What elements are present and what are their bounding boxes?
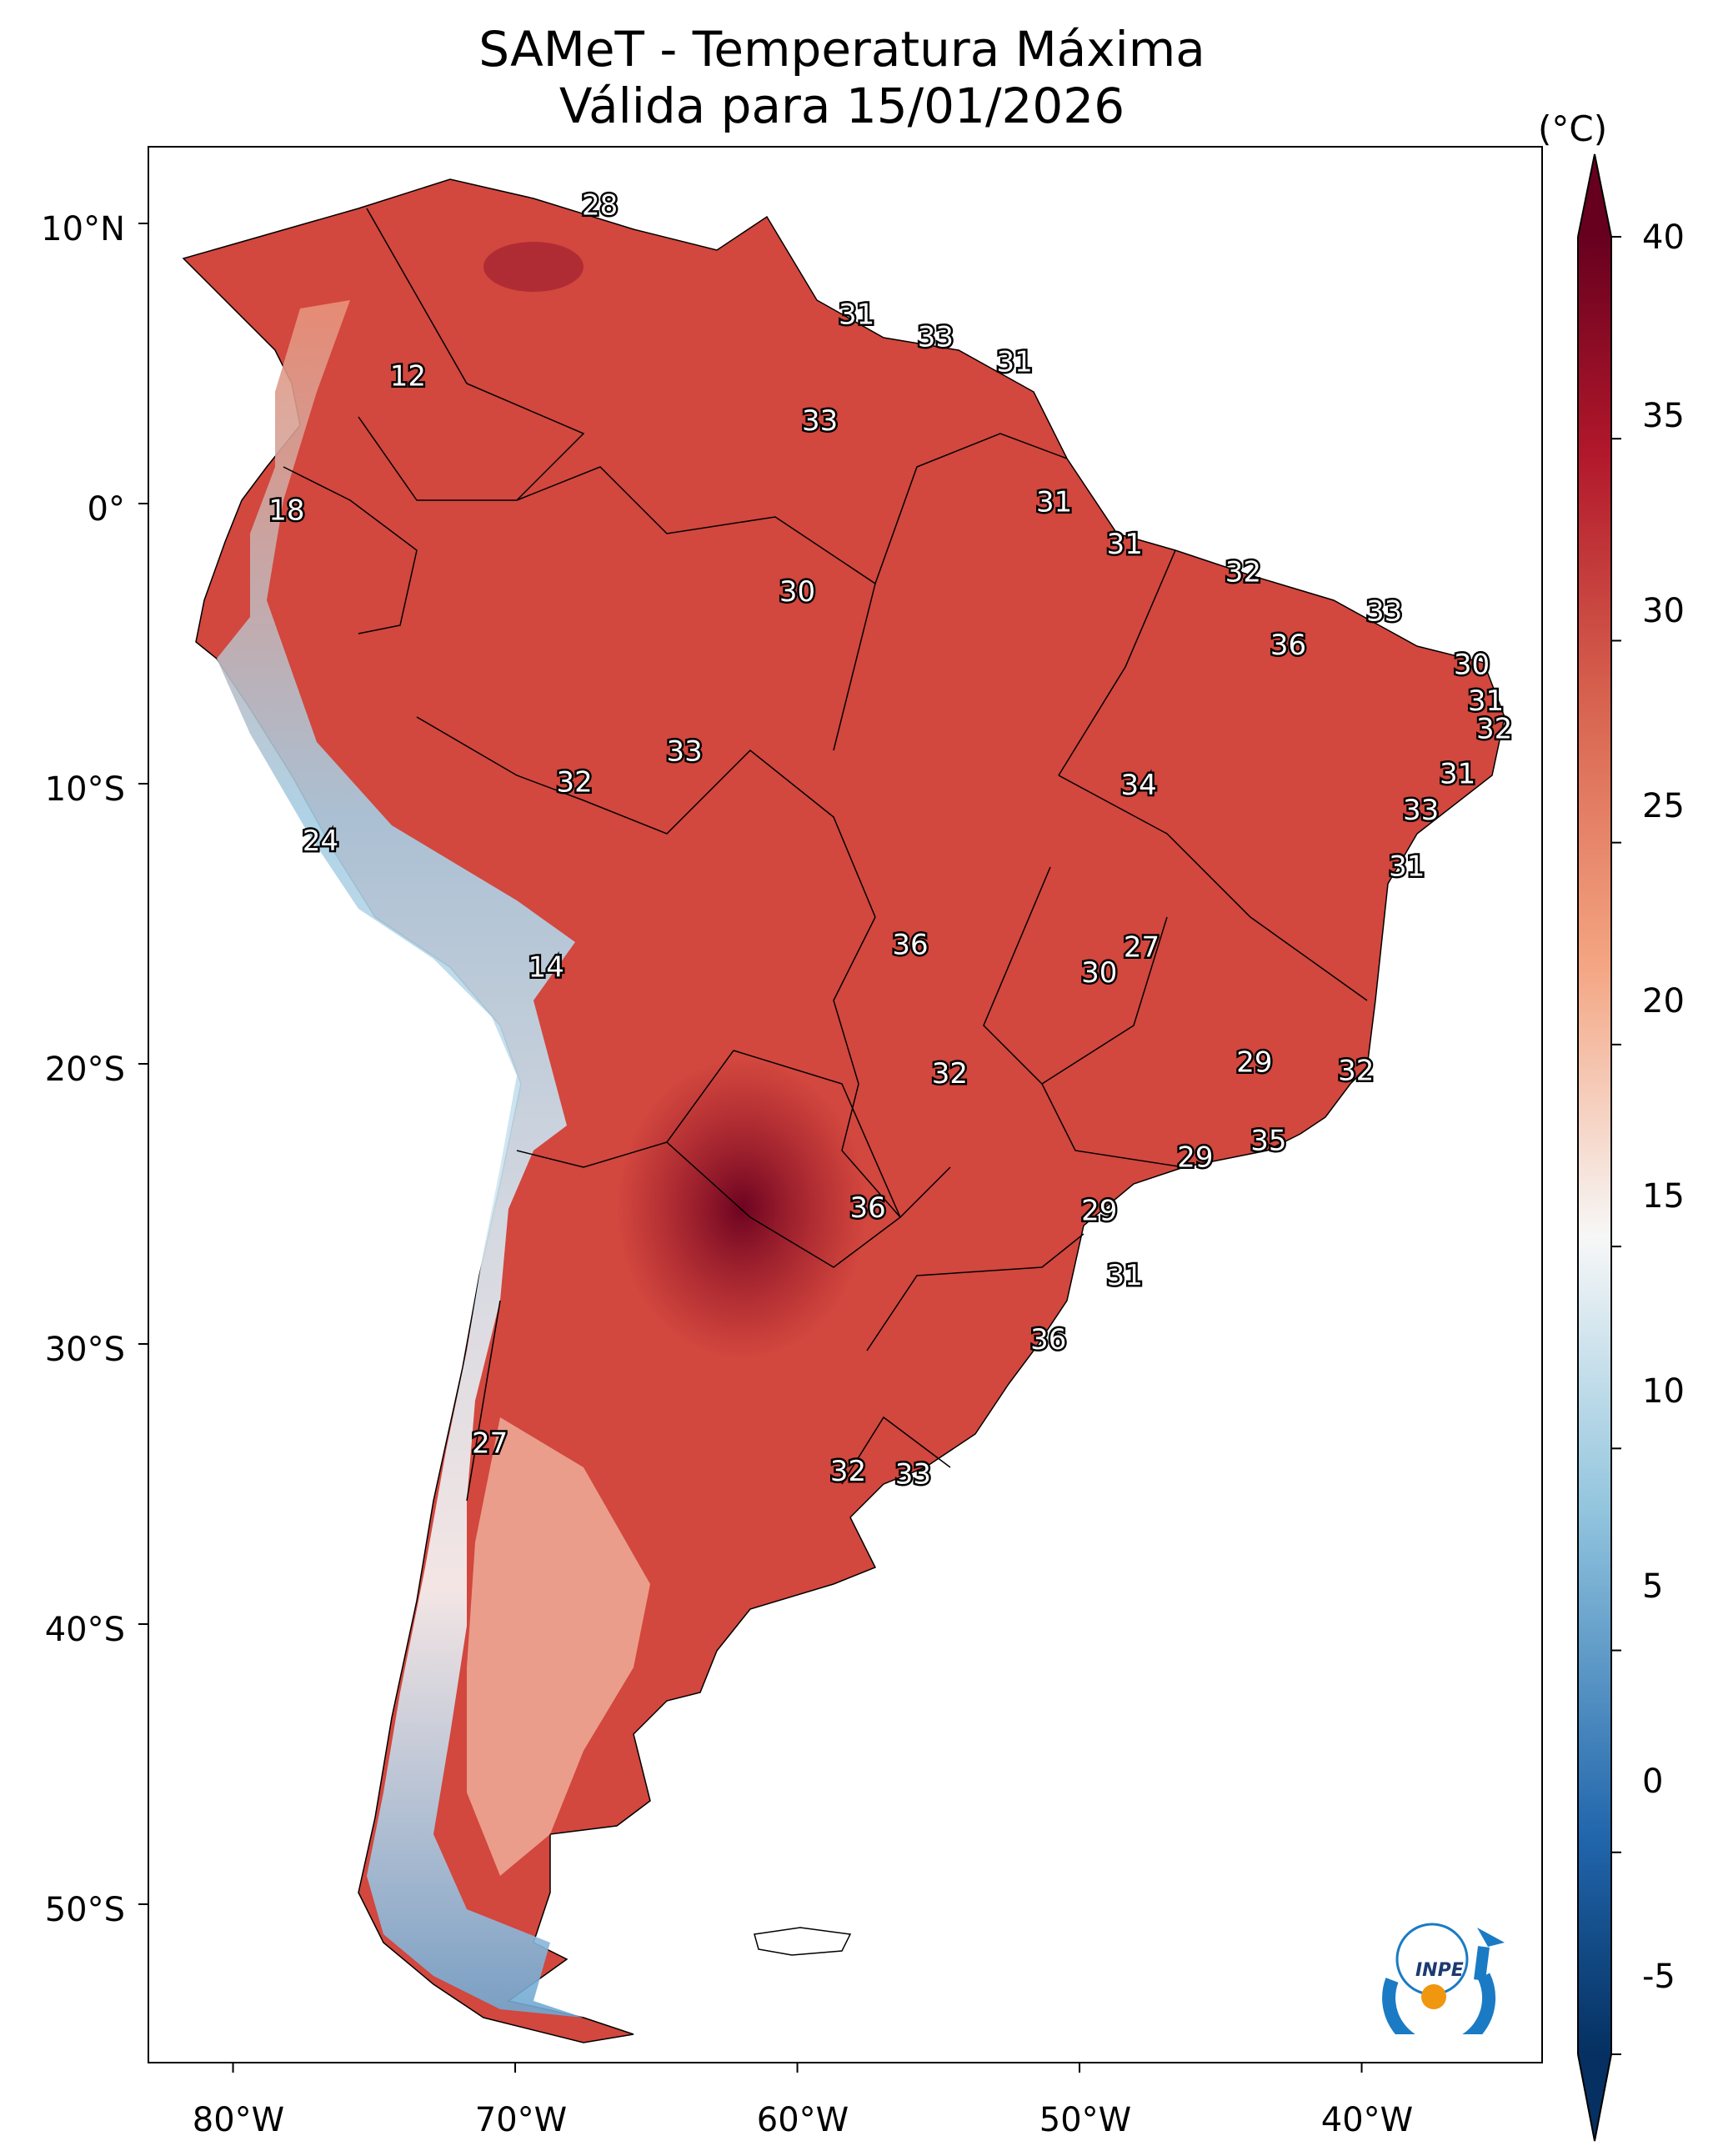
temperature-label: 36 <box>1030 1323 1066 1356</box>
temperature-label: 29 <box>1177 1141 1213 1175</box>
temperature-label: 31 <box>1107 528 1143 561</box>
temperature-label: 33 <box>802 404 838 438</box>
temperature-label: 33 <box>667 735 703 769</box>
temperature-label: 30 <box>1454 648 1490 681</box>
axis-tick-marks <box>138 223 1621 2073</box>
temperature-label: 32 <box>1338 1055 1374 1088</box>
temperature-label: 33 <box>1366 595 1402 629</box>
temperature-label: 31 <box>1468 684 1504 718</box>
temperature-label: 33 <box>918 320 954 353</box>
temperature-label: 31 <box>1036 486 1072 519</box>
colorbar-tick-minus5: -5 <box>1642 1958 1675 1996</box>
country-borders <box>283 208 1368 1502</box>
northern-hotspot <box>483 242 584 292</box>
temperature-label: 36 <box>850 1191 886 1225</box>
temperature-label: 34 <box>1121 769 1157 802</box>
temperature-label: 31 <box>839 298 874 331</box>
svg-text:INPE: INPE <box>1415 1960 1464 1981</box>
lon-label-70w: 70°W <box>474 2101 568 2139</box>
temperature-label: 32 <box>1225 556 1261 589</box>
temperature-label: 33 <box>895 1457 931 1491</box>
colorbar-unit: (°C) <box>1538 108 1608 149</box>
temperature-label: 30 <box>779 575 815 609</box>
temperature-label: 24 <box>303 825 338 858</box>
temperature-label: 36 <box>1270 629 1306 662</box>
temperature-label: 31 <box>1389 850 1425 883</box>
falkland-islands <box>754 1927 852 1956</box>
colorbar-tick-35: 35 <box>1642 397 1685 435</box>
colorbar-tick-25: 25 <box>1642 787 1685 825</box>
andes-cold-band <box>217 300 584 2018</box>
lat-label-0: 0° <box>87 490 125 529</box>
temperature-label: 32 <box>932 1057 968 1091</box>
temperature-label: 31 <box>997 346 1033 379</box>
temperature-label: 14 <box>528 950 564 984</box>
lon-label-80w: 80°W <box>192 2101 285 2139</box>
temperature-label: 28 <box>582 188 618 222</box>
temperature-label: 27 <box>472 1426 508 1460</box>
temperature-label: 35 <box>1250 1125 1286 1158</box>
colorbar-tick-40: 40 <box>1642 218 1685 257</box>
map-subtitle: Válida para 15/01/2026 <box>558 78 1125 134</box>
colorbar <box>1577 153 1612 2142</box>
temperature-label: 32 <box>830 1455 866 1488</box>
colorbar-tick-20: 20 <box>1642 982 1685 1020</box>
map-title: SAMeT - Temperatura Máxima <box>478 21 1205 78</box>
lat-label-40s: 40°S <box>44 1611 125 1649</box>
inpe-logo: INPE <box>1382 1923 1505 2034</box>
temperature-label: 27 <box>1124 931 1160 965</box>
colorbar-tick-0: 0 <box>1642 1762 1664 1801</box>
temperature-label: 12 <box>390 359 426 393</box>
patagonia-mild-patch <box>467 1417 650 1876</box>
lon-label-60w: 60°W <box>756 2101 849 2139</box>
colorbar-tick-15: 15 <box>1642 1177 1685 1216</box>
temperature-label: 31 <box>1107 1259 1143 1292</box>
temperature-label: 31 <box>1440 757 1475 790</box>
lat-label-20s: 20°S <box>44 1050 125 1089</box>
lat-label-30s: 30°S <box>44 1331 125 1369</box>
temperature-label: 29 <box>1081 1195 1117 1228</box>
colorbar-tick-10: 10 <box>1642 1372 1685 1411</box>
temperature-label: 18 <box>268 494 304 528</box>
colorbar-tick-5: 5 <box>1642 1567 1664 1606</box>
colorbar-tick-30: 30 <box>1642 592 1685 630</box>
temperature-label: 32 <box>1476 713 1512 746</box>
temperature-label: 30 <box>1081 956 1117 990</box>
temperature-label: 36 <box>892 928 928 961</box>
temperature-label: 33 <box>1403 794 1439 827</box>
temperature-label: 29 <box>1236 1046 1272 1080</box>
temperature-label: 32 <box>557 766 593 800</box>
lat-label-50s: 50°S <box>44 1891 125 1929</box>
lon-label-40w: 40°W <box>1320 2101 1414 2139</box>
lon-label-50w: 50°W <box>1039 2101 1132 2139</box>
lat-label-10n: 10°N <box>41 210 125 248</box>
lat-label-10s: 10°S <box>44 770 125 809</box>
